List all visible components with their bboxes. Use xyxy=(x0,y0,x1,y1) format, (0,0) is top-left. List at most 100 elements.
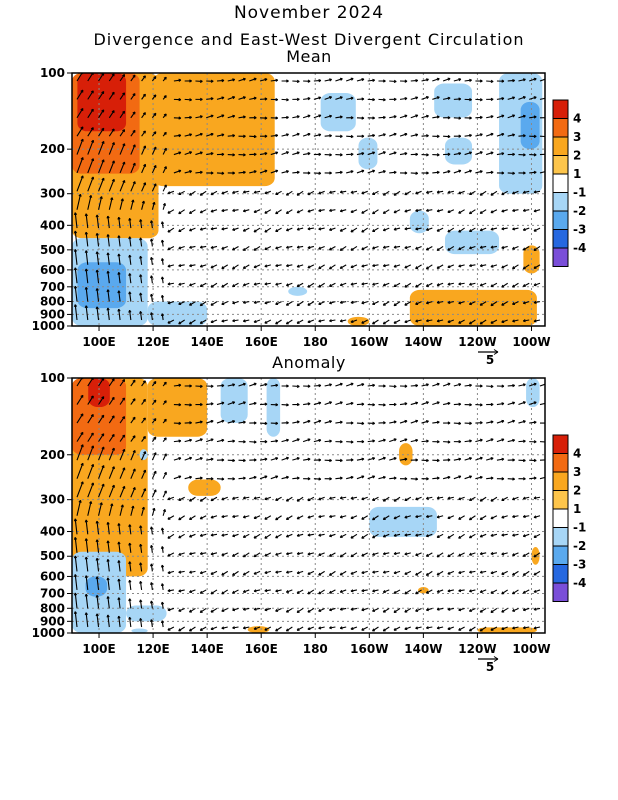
wind-vector-head xyxy=(139,599,143,603)
wind-vector xyxy=(141,451,146,461)
wind-vector xyxy=(85,305,89,321)
wind-vector-head xyxy=(533,283,537,287)
wind-vector xyxy=(496,97,505,100)
wind-vector-head xyxy=(221,302,225,306)
wind-vector-head xyxy=(468,608,472,612)
wind-vector xyxy=(161,240,164,247)
wind-vector-head xyxy=(425,608,429,612)
mean-anomaly-convergence-region-1-8 xyxy=(131,628,148,633)
wind-vector-head xyxy=(436,515,440,519)
wind-vector-head xyxy=(143,163,147,167)
wind-vector xyxy=(161,313,164,321)
wind-vector xyxy=(227,440,235,443)
wind-vector-head xyxy=(106,270,110,274)
wind-vector-head xyxy=(307,571,311,575)
wind-vector xyxy=(85,594,89,609)
wind-vector-head xyxy=(141,200,145,204)
wind-vector-head xyxy=(329,626,332,630)
wind-vector xyxy=(393,319,401,324)
wind-vector xyxy=(346,402,354,406)
wind-vector-head xyxy=(275,608,279,612)
wind-vector-head xyxy=(286,384,289,388)
colorbar-label: 2 xyxy=(573,149,581,163)
wind-vector-head xyxy=(458,570,462,575)
wind-vector xyxy=(324,383,332,387)
wind-vector-head xyxy=(264,191,268,195)
wind-vector-head xyxy=(285,609,289,613)
wind-vector xyxy=(199,209,207,214)
wind-vector-head xyxy=(143,145,147,149)
wind-vector xyxy=(87,176,94,192)
wind-vector xyxy=(221,607,228,612)
wind-vector xyxy=(496,152,505,156)
wind-vector-head xyxy=(95,232,99,236)
y-tick-label: 800 xyxy=(40,601,65,615)
wind-vector-head xyxy=(307,438,311,442)
mean-anomaly-convergence-region-1-7 xyxy=(526,378,540,408)
wind-vector xyxy=(232,282,239,287)
wind-vector xyxy=(270,457,278,461)
wind-vector-head xyxy=(404,533,408,537)
colorbar-label: -3 xyxy=(573,223,586,237)
wind-vector xyxy=(464,440,472,443)
wind-vector-head xyxy=(479,456,483,460)
wind-vector-head xyxy=(122,434,126,438)
wind-vector-head xyxy=(447,134,451,139)
wind-vector-head xyxy=(243,476,246,480)
wind-vector-head xyxy=(533,209,537,213)
wind-vector-head xyxy=(253,571,257,575)
mean-anomaly-convergence-region-0-1 xyxy=(77,262,127,309)
wind-vector xyxy=(189,227,196,232)
wind-vector-head xyxy=(533,535,537,538)
wind-vector xyxy=(350,626,358,630)
wind-vector-head xyxy=(95,269,99,273)
wind-vector-head xyxy=(361,440,365,444)
wind-vector-head xyxy=(469,552,472,556)
wind-vector-head xyxy=(329,171,332,175)
wind-vector-head xyxy=(163,95,167,99)
wind-vector-head xyxy=(436,382,440,386)
wind-vector xyxy=(458,190,465,195)
wind-vector xyxy=(426,552,433,557)
wind-vector-head xyxy=(339,209,343,213)
x-tick-label: 180 xyxy=(303,642,328,656)
wind-vector xyxy=(286,319,293,325)
wind-vector-head xyxy=(275,78,279,82)
wind-vector xyxy=(469,227,476,232)
wind-vector-head xyxy=(296,384,300,388)
wind-vector xyxy=(76,175,84,192)
x-tick-label: 100W xyxy=(512,642,550,656)
wind-vector-head xyxy=(318,191,322,195)
wind-vector-head xyxy=(221,458,225,462)
wind-vector-head xyxy=(501,114,505,118)
wind-vector-head xyxy=(533,228,537,232)
wind-vector-head xyxy=(286,570,289,574)
y-tick-label: 300 xyxy=(40,187,65,201)
wind-vector-head xyxy=(490,79,494,83)
y-tick-label: 600 xyxy=(40,263,65,277)
wind-vector xyxy=(130,468,136,479)
wind-vector-head xyxy=(178,133,182,138)
wind-vector-head xyxy=(339,247,343,251)
wind-vector xyxy=(264,496,271,500)
wind-vector xyxy=(167,496,175,500)
wind-vector-head xyxy=(232,301,236,305)
wind-vector-head xyxy=(329,534,332,538)
wind-vector-head xyxy=(253,96,257,100)
wind-vector-head xyxy=(199,627,203,631)
wind-vector-head xyxy=(232,514,236,519)
wind-vector xyxy=(479,496,487,502)
wind-vector xyxy=(249,78,257,82)
wind-vector xyxy=(85,556,89,572)
wind-vector-head xyxy=(318,96,322,100)
wind-vector-head xyxy=(318,246,322,250)
panel-title: Mean xyxy=(286,47,332,66)
wind-vector-head xyxy=(404,132,408,136)
wind-vector-head xyxy=(469,570,472,574)
wind-vector xyxy=(184,457,192,461)
wind-vector-head xyxy=(415,208,419,213)
wind-vector xyxy=(249,97,257,100)
wind-vector xyxy=(139,219,143,229)
mean-anomaly-divergence-region-1-7 xyxy=(247,626,270,633)
